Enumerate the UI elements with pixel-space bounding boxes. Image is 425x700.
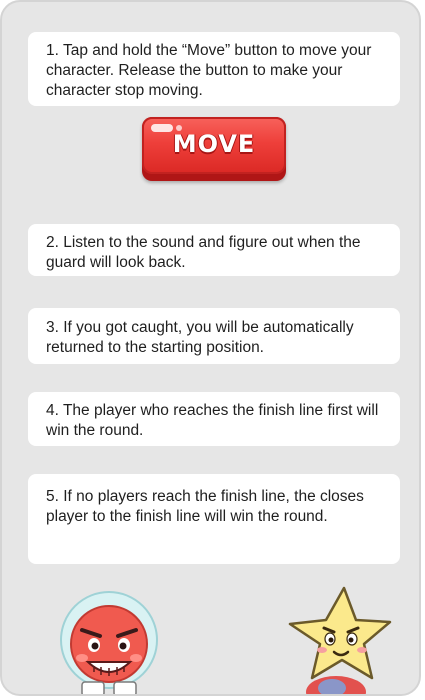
instruction-card-4: 4. The player who reaches the finish lin… — [28, 392, 400, 446]
instruction-card-1: 1. Tap and hold the “Move” button to mov… — [28, 32, 400, 106]
star-character-icon — [288, 586, 392, 694]
red-character-icon — [60, 591, 158, 694]
button-shine-dot — [176, 125, 182, 131]
move-button[interactable]: MOVE — [142, 117, 286, 181]
button-shine — [151, 124, 173, 132]
instruction-text-5: 5. If no players reach the finish line, … — [46, 488, 364, 525]
instruction-card-5: 5. If no players reach the finish line, … — [28, 474, 400, 564]
instruction-text-2: 2. Listen to the sound and figure out wh… — [46, 234, 361, 271]
move-button-face: MOVE — [142, 117, 286, 174]
instruction-text-1: 1. Tap and hold the “Move” button to mov… — [46, 42, 372, 99]
instruction-card-2: 2. Listen to the sound and figure out wh… — [28, 224, 400, 276]
instruction-text-4: 4. The player who reaches the finish lin… — [46, 402, 379, 439]
instruction-card-3: 3. If you got caught, you will be automa… — [28, 308, 400, 364]
move-button-label: MOVE — [172, 130, 256, 158]
instruction-text-3: 3. If you got caught, you will be automa… — [46, 319, 354, 356]
